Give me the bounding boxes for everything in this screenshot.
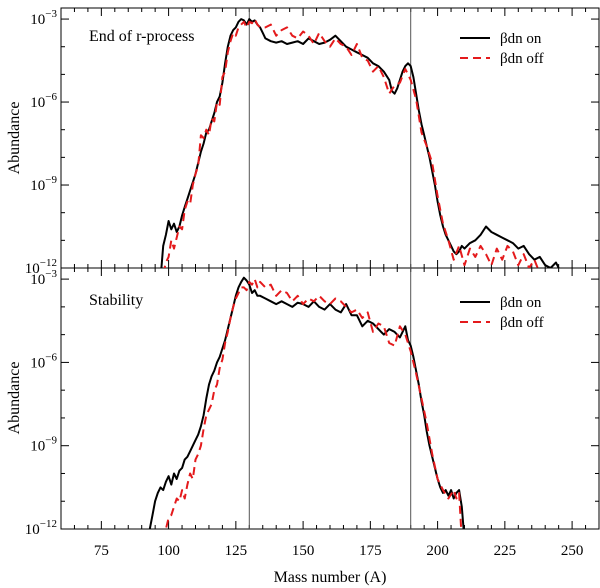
x-tick-label: 150 <box>292 543 315 559</box>
bottom-legend-label-off: βdn off <box>500 315 544 331</box>
bottom-ytick-label: 10−3 <box>30 268 57 288</box>
top-panel-series <box>160 18 560 268</box>
bottom-ytick-label: 10−9 <box>30 435 57 455</box>
top-ytick-label: 10−6 <box>30 91 57 111</box>
x-tick-label: 225 <box>494 543 517 559</box>
top-ytick-label: 10−9 <box>30 174 57 194</box>
bottom-panel-series <box>148 276 465 529</box>
top-ytick-label: 10−3 <box>30 8 57 28</box>
x-tick-label: 175 <box>359 543 382 559</box>
x-tick-label: 200 <box>426 543 449 559</box>
top-legend-label-off: βdn off <box>500 51 544 67</box>
x-axis-label: Mass number (A) <box>274 569 387 586</box>
x-tick-label: 125 <box>225 543 248 559</box>
x-tick-label: 75 <box>94 543 109 559</box>
bottom-legend: βdn on βdn off <box>460 295 544 331</box>
top-legend: βdn on βdn off <box>460 31 544 67</box>
reference-lines <box>248 8 412 529</box>
bottom-series-bdn-off <box>164 278 463 529</box>
bottom-legend-label-on: βdn on <box>500 295 542 311</box>
bottom-y-axis-label: Abundance <box>6 362 23 435</box>
x-tick-label: 100 <box>157 543 180 559</box>
bottom-ytick-label: 10−12 <box>25 518 57 538</box>
x-tick-label: 250 <box>561 543 584 559</box>
bottom-panel-title: Stability <box>89 292 143 309</box>
bottom-ytick-label: 10−6 <box>30 351 57 371</box>
top-legend-label-on: βdn on <box>500 31 542 47</box>
top-y-axis-label: Abundance <box>6 102 23 175</box>
top-series-bdn-off <box>163 18 539 268</box>
top-ytick-label: 10−12 <box>25 257 57 277</box>
top-panel-title: End of r-process <box>89 28 194 45</box>
bottom-series-bdn-on <box>148 276 465 529</box>
